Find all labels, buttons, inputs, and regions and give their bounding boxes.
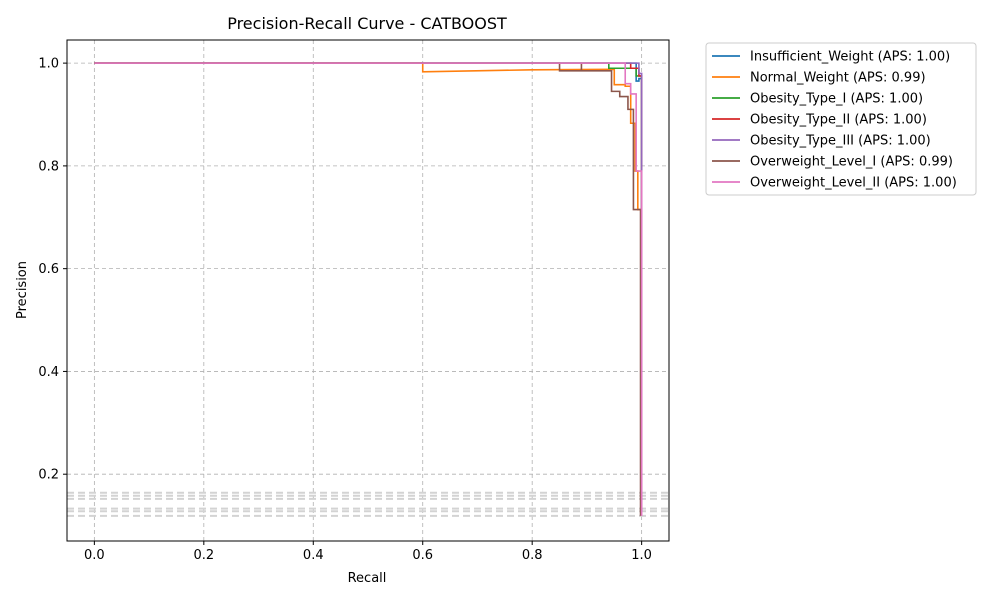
series-lines (94, 62, 643, 516)
x-tick-label: 0.6 (412, 548, 433, 563)
series-line-4 (94, 62, 643, 509)
legend-frame (705, 42, 977, 196)
legend-label: Obesity_Type_III (APS: 1.00) (750, 134, 931, 149)
y-tick-label: 0.8 (38, 159, 59, 174)
grid (67, 40, 669, 541)
series-line-0 (94, 62, 643, 512)
legend-label: Overweight_Level_II (APS: 1.00) (750, 176, 957, 191)
series-line-6 (94, 62, 643, 516)
y-axis-label: Precision (15, 261, 30, 319)
x-tick-label: 0.0 (84, 548, 105, 563)
series-line-5 (94, 62, 642, 516)
x-axis-label: Recall (348, 571, 387, 586)
series-line-2 (94, 62, 643, 496)
baselines (67, 491, 669, 517)
legend-label: Obesity_Type_I (APS: 1.00) (750, 92, 923, 107)
legend-label: Normal_Weight (APS: 0.99) (750, 71, 926, 86)
legend-label: Insufficient_Weight (APS: 1.00) (750, 50, 950, 65)
x-tick-label: 0.4 (303, 548, 324, 563)
x-axis-ticks: 0.0 0.2 0.4 0.6 0.8 1.0 (84, 541, 652, 563)
y-axis-ticks: 0.2 0.4 0.6 0.8 1.0 (38, 57, 67, 483)
y-tick-label: 1.0 (38, 57, 59, 72)
x-tick-label: 1.0 (631, 548, 652, 563)
y-tick-label: 0.2 (38, 468, 59, 483)
x-tick-label: 0.8 (522, 548, 543, 563)
legend-label: Overweight_Level_I (APS: 0.99) (750, 155, 953, 170)
series-line-3 (94, 62, 643, 499)
legend: Insufficient_Weight (APS: 1.00) Normal_We… (705, 42, 977, 196)
chart-title: Precision-Recall Curve - CATBOOST (227, 14, 507, 33)
y-tick-label: 0.4 (38, 365, 59, 380)
y-tick-label: 0.6 (38, 262, 59, 277)
plot-frame (66, 39, 670, 542)
x-tick-label: 0.2 (193, 548, 214, 563)
legend-label: Obesity_Type_II (APS: 1.00) (750, 113, 927, 128)
series-line-1 (94, 62, 643, 493)
